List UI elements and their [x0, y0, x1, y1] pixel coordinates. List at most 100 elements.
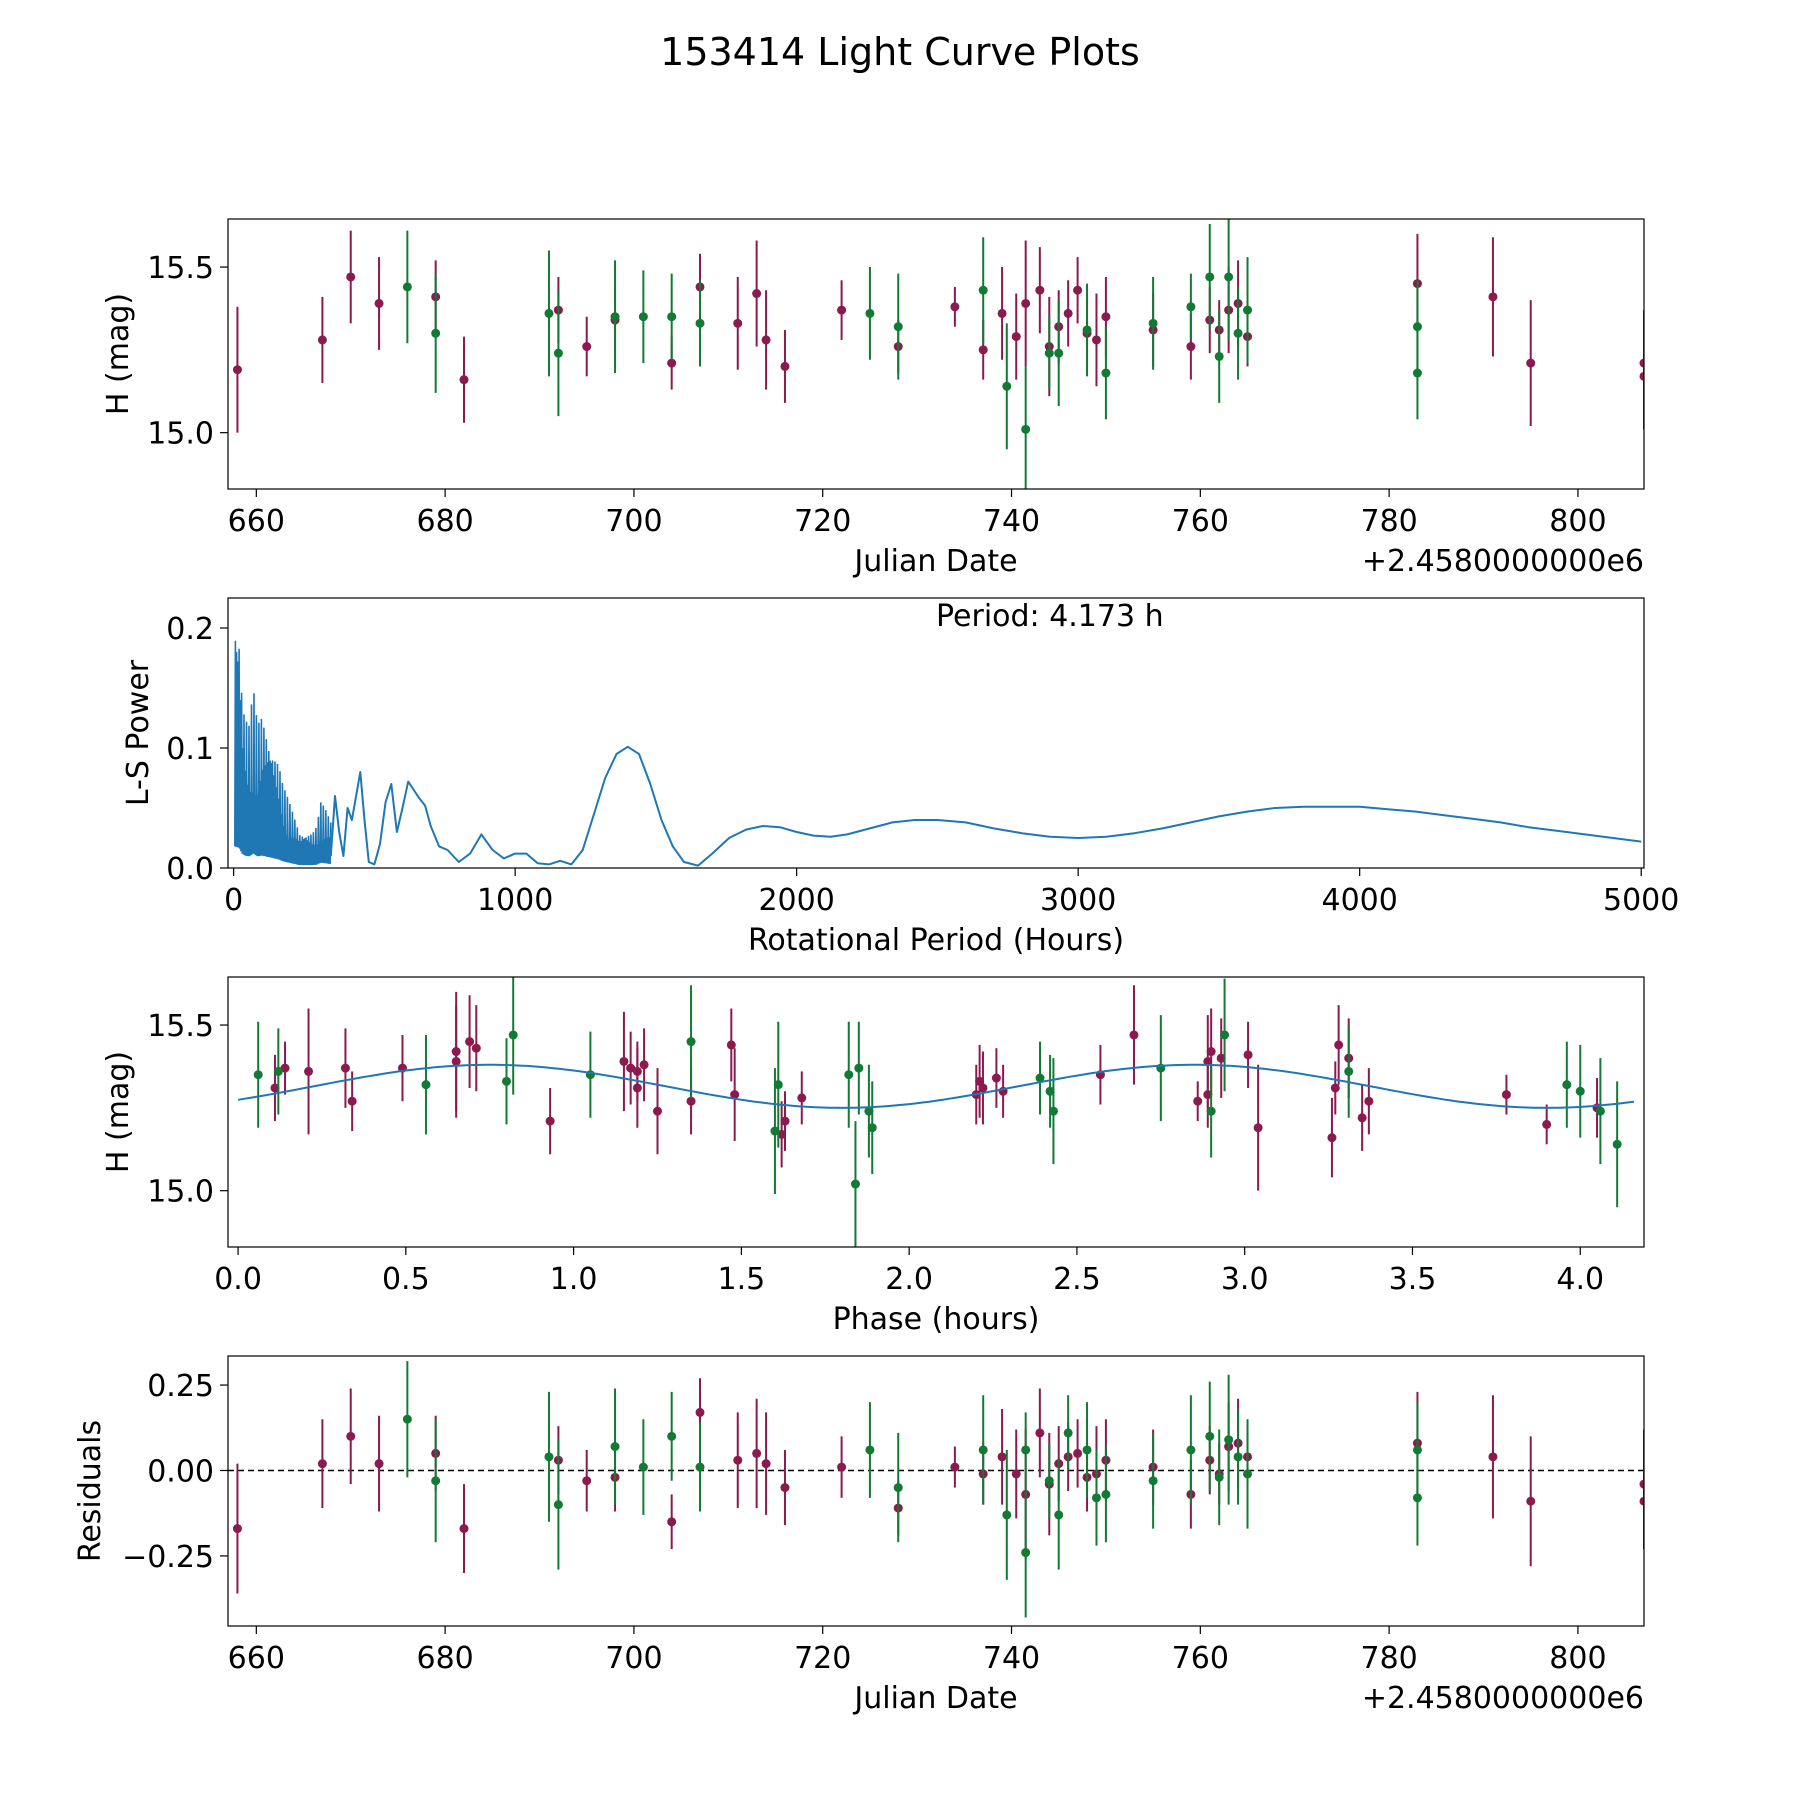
- series-a-point: [317, 335, 327, 345]
- series-a-point: [1501, 1090, 1511, 1100]
- y-tick-label: 0.0: [166, 852, 214, 887]
- y-tick-label: 0.2: [166, 612, 214, 647]
- series-b-point: [1148, 1476, 1158, 1486]
- series-b-point: [508, 1030, 518, 1040]
- series-b-point: [1054, 348, 1064, 358]
- series-b-point: [695, 318, 705, 328]
- y-tick-label: 0.1: [166, 732, 214, 767]
- series-a-point: [733, 1455, 743, 1465]
- series-a-point: [978, 1083, 988, 1093]
- series-b-point: [431, 328, 441, 338]
- series-a-point: [780, 1116, 790, 1126]
- series-a-point: [1073, 1448, 1083, 1458]
- figure-title: 153414 Light Curve Plots: [660, 30, 1140, 74]
- series-b-point: [1205, 272, 1215, 282]
- x-tick-label: 2.5: [1053, 1262, 1101, 1297]
- series-b-point: [1054, 1510, 1064, 1520]
- series-a-point: [232, 1524, 242, 1534]
- series-a-point: [1216, 1053, 1226, 1063]
- series-b-point: [1233, 1452, 1243, 1462]
- series-a-point: [1327, 1133, 1337, 1143]
- x-axis-label: Julian Date: [852, 1681, 1017, 1716]
- series-b-point: [610, 1442, 620, 1452]
- series-a-point: [346, 1431, 356, 1441]
- y-axis-label: Residuals: [73, 1420, 108, 1562]
- series-a-point: [1203, 1056, 1213, 1066]
- series-a-point: [997, 308, 1007, 318]
- series-b-point: [638, 312, 648, 322]
- x-offset-text: +2.4580000000e6: [1362, 1681, 1644, 1716]
- x-tick-label: 660: [228, 1641, 285, 1676]
- series-a-point: [1639, 1496, 1644, 1506]
- series-a-point: [1073, 285, 1083, 295]
- series-a-point: [582, 1476, 592, 1486]
- series-b-point: [1002, 381, 1012, 391]
- series-a-point: [1334, 1040, 1344, 1050]
- series-a-point: [270, 1083, 280, 1093]
- data-points: [232, 219, 1644, 489]
- x-tick-label: 3000: [1040, 883, 1116, 918]
- series-a-point: [465, 1037, 475, 1047]
- series-b-point: [502, 1076, 512, 1086]
- series-b-point: [865, 1445, 875, 1455]
- series-a-point: [1243, 1050, 1253, 1060]
- series-a-point: [1364, 1096, 1374, 1106]
- series-b-point: [1233, 328, 1243, 338]
- series-b-point: [1562, 1080, 1572, 1090]
- series-b-point: [402, 282, 412, 292]
- phased-curve-panel: 0.0 0.5 1.0 1.5 2.0 2.5 3.0 3.5 4.0 15.0 15.5 Phase…: [101, 976, 1645, 1337]
- x-axis-label: Rotational Period (Hours): [748, 923, 1124, 958]
- x-tick-label: 0.5: [382, 1262, 430, 1297]
- x-tick-label: 680: [416, 504, 473, 539]
- series-a-point: [632, 1083, 642, 1093]
- series-a-point: [347, 1096, 357, 1106]
- series-a-point: [1035, 285, 1045, 295]
- series-b-point: [667, 1431, 677, 1441]
- x-tick-label: 780: [1360, 1641, 1417, 1676]
- y-tick-label: 0.25: [147, 1369, 214, 1404]
- x-tick-label: 780: [1360, 504, 1417, 539]
- period-annotation: Period: 4.173 h: [936, 599, 1164, 634]
- series-b-point: [1044, 348, 1054, 358]
- axes-frame: [227, 976, 1645, 1248]
- series-a-point: [777, 1129, 787, 1139]
- series-a-point: [686, 1096, 696, 1106]
- series-a-point: [950, 1462, 960, 1472]
- series-b-point: [544, 1452, 554, 1462]
- axes-frame: [227, 218, 1645, 490]
- series-b-point: [1243, 1469, 1253, 1479]
- x-tick-label: 4.0: [1556, 1262, 1604, 1297]
- series-a-point: [752, 1448, 762, 1458]
- series-b-point: [1214, 351, 1224, 361]
- fit-curve: [237, 1063, 1635, 1109]
- series-a-point: [1639, 371, 1644, 381]
- axes-frame: [227, 597, 1645, 869]
- x-tick-label: 0: [224, 883, 243, 918]
- series-b-point: [1575, 1086, 1585, 1096]
- series-b-point: [1220, 1030, 1230, 1040]
- residuals-panel: 660 680 700 720 740 760 780 800 0.25 0.00 −0.25 Jul…: [73, 1355, 1645, 1716]
- series-b-point: [978, 1445, 988, 1455]
- series-a-point: [1186, 342, 1196, 352]
- series-a-point: [761, 1459, 771, 1469]
- y-tick-label: −0.25: [122, 1540, 214, 1575]
- series-a-point: [1357, 1113, 1367, 1123]
- series-a-point: [978, 345, 988, 355]
- series-a-point: [346, 272, 356, 282]
- x-tick-label: 680: [416, 1641, 473, 1676]
- series-a-point: [459, 375, 469, 385]
- x-tick-label: 800: [1549, 1641, 1606, 1676]
- y-tick-label: 15.5: [147, 1009, 214, 1044]
- data-points: [232, 1361, 1644, 1618]
- series-a-point: [1129, 1030, 1139, 1040]
- series-b-point: [553, 1500, 563, 1510]
- series-a-point: [619, 1056, 629, 1066]
- series-b-point: [1021, 1445, 1031, 1455]
- series-a-point: [780, 1483, 790, 1493]
- x-axis-label: Julian Date: [852, 544, 1017, 579]
- series-a-point: [1330, 1083, 1340, 1093]
- series-a-point: [975, 1076, 985, 1086]
- series-b-point: [544, 308, 554, 318]
- series-a-point: [730, 1090, 740, 1100]
- series-a-point: [459, 1524, 469, 1534]
